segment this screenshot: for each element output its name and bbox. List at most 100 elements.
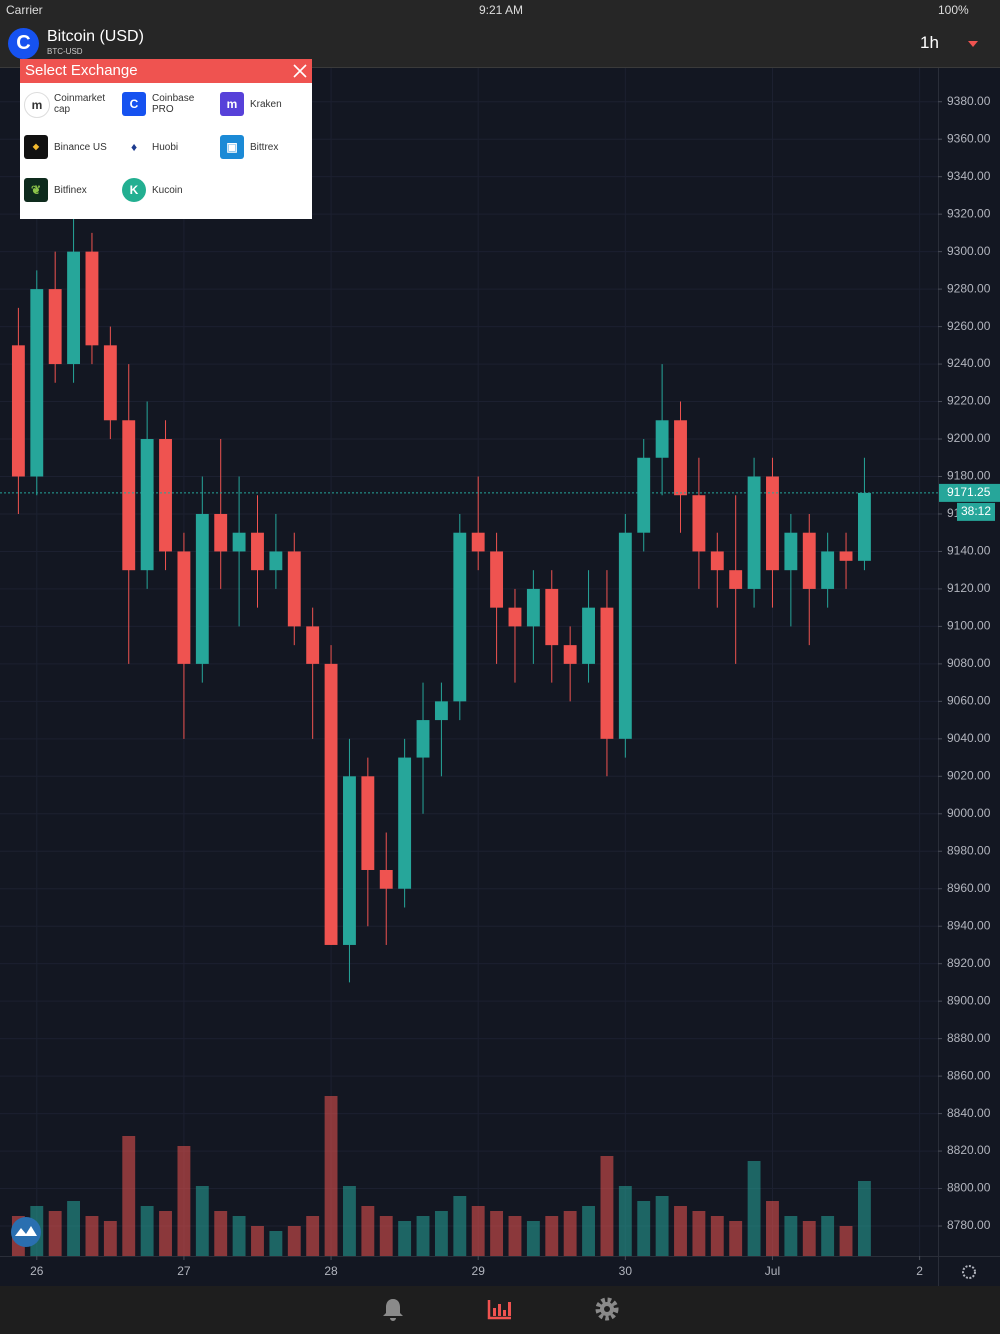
candle-body	[784, 532, 798, 571]
x-tick-label: 29	[472, 1264, 486, 1278]
volume-bar	[195, 1186, 209, 1256]
y-tick-label: 9040.00	[947, 731, 991, 745]
exchange-option[interactable]: C Coinbase PRO	[118, 91, 214, 117]
volume-bar	[67, 1201, 81, 1256]
tab-bar	[0, 1286, 1000, 1334]
carrier: Carrier	[6, 3, 43, 17]
chart-tab[interactable]	[487, 1296, 513, 1322]
exchange-option[interactable]: ▣ Bittrex	[216, 134, 312, 160]
coin-symbol: BTC-USD	[47, 47, 83, 56]
volume-bar	[140, 1206, 154, 1256]
candle-body	[30, 289, 44, 477]
coin-title: Bitcoin (USD)	[47, 28, 144, 45]
y-tick-label: 8920.00	[947, 956, 991, 970]
volume-bar	[159, 1211, 172, 1256]
y-tick-label: 9000.00	[947, 806, 991, 820]
y-tick-label: 9300.00	[947, 244, 991, 258]
candle-body	[306, 626, 320, 664]
exchange-option[interactable]: ◆ Binance US	[20, 134, 116, 160]
alerts-tab[interactable]	[380, 1296, 406, 1322]
candle-body	[343, 776, 356, 945]
volume-bar	[122, 1136, 136, 1256]
candle-body	[416, 720, 430, 758]
candle-body	[802, 532, 816, 589]
x-tick-label: 2	[916, 1264, 923, 1278]
volume-bar	[582, 1206, 595, 1256]
volume-bar	[269, 1231, 283, 1256]
exchange-popup: Select Exchange m Coinmarket cap C Coinbas…	[20, 59, 312, 219]
candle-body	[600, 607, 614, 739]
volume-bar	[177, 1146, 191, 1256]
y-tick-label: 9060.00	[947, 694, 991, 708]
volume-bar	[453, 1196, 467, 1256]
status-bar: Carrier 9:21 AM 100%	[0, 0, 1000, 20]
volume-bar	[563, 1211, 577, 1256]
volume-bar	[379, 1216, 393, 1256]
candle-body	[821, 551, 835, 589]
candle-body	[434, 701, 448, 721]
x-tick-label: 30	[619, 1264, 633, 1278]
candle-body	[582, 607, 595, 664]
close-button[interactable]	[292, 63, 308, 79]
y-tick-label: 9280.00	[947, 281, 991, 295]
y-tick-label: 9240.00	[947, 356, 991, 370]
y-tick-label: 9140.00	[947, 544, 991, 558]
y-tick-label: 8880.00	[947, 1031, 991, 1045]
volume-bar	[490, 1211, 504, 1256]
volume-bar	[471, 1206, 485, 1256]
candle-body	[508, 607, 522, 627]
time: 9:21 AM	[479, 3, 524, 17]
y-tick-label: 9320.00	[947, 206, 991, 220]
interval-selector[interactable]: 1h	[920, 33, 939, 52]
candle-body	[232, 532, 246, 552]
y-tick-label: 9080.00	[947, 656, 991, 670]
settings-tab[interactable]	[594, 1296, 620, 1322]
y-tick-label: 8840.00	[947, 1106, 991, 1120]
volume-bar	[766, 1201, 779, 1256]
candle-body	[324, 663, 338, 945]
volume-bar	[48, 1211, 62, 1256]
candle-body	[471, 532, 485, 552]
exchange-option[interactable]: K Kucoin	[118, 177, 214, 203]
volume-bar	[287, 1226, 301, 1256]
candle-body	[674, 420, 687, 496]
candle-body	[11, 345, 25, 477]
candle-body	[122, 420, 136, 571]
exchange-option[interactable]: ♦ Huobi	[118, 134, 214, 160]
y-tick-label: 9020.00	[947, 768, 991, 782]
y-tick-label: 8820.00	[947, 1143, 991, 1157]
candle-body	[453, 532, 467, 702]
y-tick-label: 9200.00	[947, 431, 991, 445]
chart-style-button[interactable]	[10, 1216, 42, 1248]
candle-body	[729, 570, 743, 589]
candle-body	[545, 588, 559, 646]
candle-body	[177, 551, 191, 664]
x-tick-label: Jul	[765, 1264, 780, 1278]
candle-body	[490, 551, 504, 608]
candle-body	[398, 757, 412, 889]
dropdown-caret[interactable]	[968, 41, 978, 47]
candle-body	[637, 457, 651, 533]
candle-body	[379, 869, 393, 889]
y-tick-label: 8980.00	[947, 843, 991, 857]
popup-title: Select Exchange	[25, 62, 138, 79]
countdown-tag	[957, 502, 995, 521]
x-tick-label: 28	[324, 1264, 338, 1278]
axis-settings[interactable]	[962, 1265, 976, 1279]
exchange-option[interactable]: ❦ Bitfinex	[20, 177, 116, 203]
volume-bar	[821, 1216, 835, 1256]
y-tick-label: 9180.00	[947, 469, 991, 483]
coin-logo[interactable]: C	[8, 28, 39, 59]
candle-body	[618, 532, 632, 739]
exchange-option[interactable]: m Kraken	[216, 91, 312, 117]
popup-header: Select Exchange	[20, 59, 312, 83]
volume-bar	[343, 1186, 356, 1256]
candle-body	[85, 251, 99, 346]
volume-bar	[361, 1206, 375, 1256]
candle-body	[48, 289, 62, 365]
y-tick-label: 9100.00	[947, 619, 991, 633]
candle-body	[563, 645, 577, 664]
y-tick-label: 8800.00	[947, 1181, 991, 1195]
exchange-option[interactable]: m Coinmarket cap	[20, 91, 116, 118]
